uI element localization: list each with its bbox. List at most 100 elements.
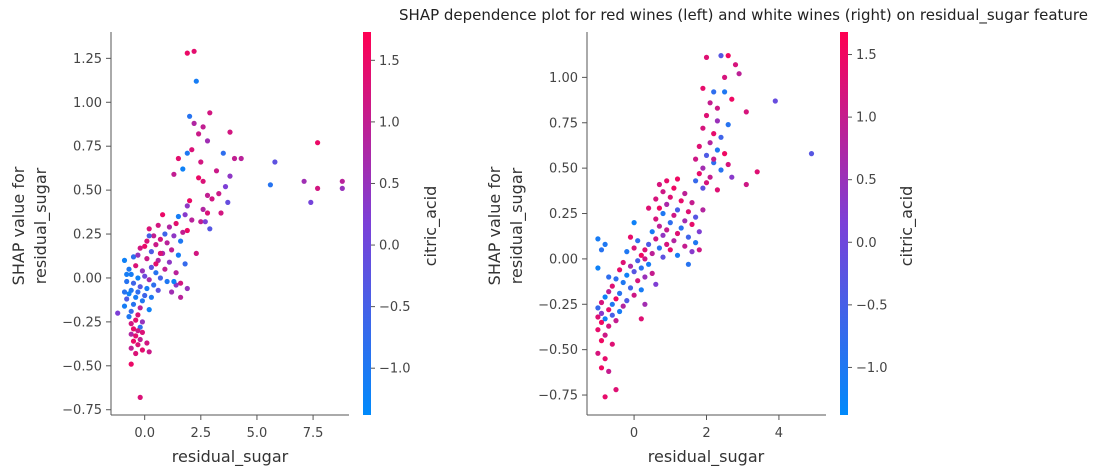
red-point bbox=[146, 233, 152, 239]
white-point bbox=[598, 299, 605, 306]
white-point bbox=[693, 214, 699, 220]
red-point bbox=[204, 192, 211, 198]
red-point bbox=[157, 275, 163, 281]
red-point bbox=[222, 184, 229, 190]
white-point bbox=[598, 310, 605, 316]
white-point bbox=[671, 212, 677, 218]
red-point bbox=[135, 252, 141, 258]
white-point bbox=[711, 156, 717, 162]
red-point bbox=[133, 333, 139, 339]
white-point bbox=[725, 122, 731, 128]
white-point bbox=[671, 185, 677, 191]
red-point bbox=[339, 178, 345, 184]
white-point bbox=[725, 161, 731, 168]
red-point bbox=[157, 250, 163, 256]
red-point bbox=[130, 254, 137, 260]
red-point bbox=[133, 350, 139, 357]
white-point bbox=[631, 269, 637, 275]
red-point bbox=[180, 166, 186, 172]
white-point bbox=[689, 200, 695, 206]
red-y-tick-label: 1.25 bbox=[73, 52, 102, 67]
white-point bbox=[696, 247, 702, 253]
red-point bbox=[139, 319, 145, 325]
white-point bbox=[606, 368, 612, 374]
red-point bbox=[139, 329, 145, 335]
red-point bbox=[126, 266, 132, 272]
white-point bbox=[714, 187, 721, 193]
white-y-axis-label-line1: SHAP value for bbox=[485, 166, 504, 285]
red-point bbox=[146, 277, 152, 283]
red-scatter-points bbox=[115, 48, 345, 400]
white-point bbox=[631, 220, 637, 226]
red-point bbox=[301, 178, 307, 184]
white-y-tick-label: 1.00 bbox=[549, 71, 578, 86]
white-point bbox=[642, 301, 648, 307]
white-point bbox=[711, 89, 717, 95]
red-y-tick-label: 0.50 bbox=[73, 184, 102, 199]
red-point bbox=[193, 250, 199, 256]
red-point bbox=[169, 247, 175, 253]
red-point bbox=[128, 271, 134, 277]
white-point bbox=[620, 259, 626, 266]
white-point bbox=[649, 229, 655, 235]
red-point bbox=[121, 303, 128, 309]
red-point bbox=[126, 291, 132, 297]
white-colorbar-tick-label: −0.5 bbox=[856, 298, 888, 313]
red-point bbox=[130, 326, 137, 332]
white-point bbox=[656, 245, 663, 251]
white-point bbox=[638, 316, 644, 322]
red-point bbox=[315, 140, 321, 146]
white-point bbox=[613, 296, 619, 302]
red-colorbar: 1.5 1.0 0.5 0.0 −0.5 −1.0 citric_acid bbox=[363, 32, 441, 415]
red-point bbox=[146, 307, 152, 313]
red-point bbox=[151, 233, 157, 239]
red-point bbox=[189, 147, 195, 153]
red-point bbox=[155, 222, 161, 228]
red-point bbox=[153, 261, 159, 267]
white-point bbox=[646, 261, 652, 267]
white-point bbox=[703, 54, 710, 61]
red-x-tick-label: 2.5 bbox=[190, 426, 211, 441]
red-point bbox=[124, 271, 130, 277]
red-point bbox=[178, 238, 184, 244]
white-point bbox=[736, 71, 742, 77]
red-point bbox=[225, 199, 231, 205]
red-point bbox=[166, 224, 172, 230]
white-point bbox=[703, 112, 710, 119]
white-point bbox=[700, 85, 706, 91]
red-point bbox=[135, 289, 141, 295]
red-point bbox=[166, 259, 172, 265]
white-point bbox=[606, 323, 612, 329]
red-point bbox=[272, 159, 278, 165]
white-point bbox=[627, 234, 634, 240]
white-point bbox=[646, 241, 652, 247]
white-point bbox=[653, 196, 659, 202]
white-point bbox=[722, 74, 728, 80]
red-point bbox=[142, 292, 148, 299]
red-point bbox=[153, 242, 159, 248]
white-point bbox=[678, 225, 684, 231]
red-point bbox=[137, 284, 143, 290]
white-point bbox=[624, 272, 630, 278]
red-point bbox=[139, 268, 145, 274]
red-point bbox=[175, 252, 181, 258]
white-point bbox=[631, 245, 637, 251]
red-point bbox=[184, 227, 190, 234]
white-point bbox=[656, 181, 663, 188]
white-point bbox=[696, 229, 702, 235]
white-point bbox=[725, 53, 731, 59]
red-point bbox=[191, 48, 197, 54]
white-point bbox=[674, 207, 681, 213]
red-point bbox=[124, 278, 130, 285]
red-point bbox=[227, 173, 233, 179]
white-point bbox=[638, 287, 644, 293]
red-point bbox=[184, 203, 190, 209]
white-point bbox=[754, 169, 760, 175]
red-point bbox=[137, 305, 143, 311]
white-point bbox=[602, 394, 608, 400]
white-point bbox=[703, 180, 710, 186]
red-colorbar-tick-label: 0.0 bbox=[379, 239, 400, 254]
white-point bbox=[635, 258, 641, 264]
red-colorbar-gradient bbox=[363, 32, 371, 415]
red-point bbox=[124, 296, 130, 302]
